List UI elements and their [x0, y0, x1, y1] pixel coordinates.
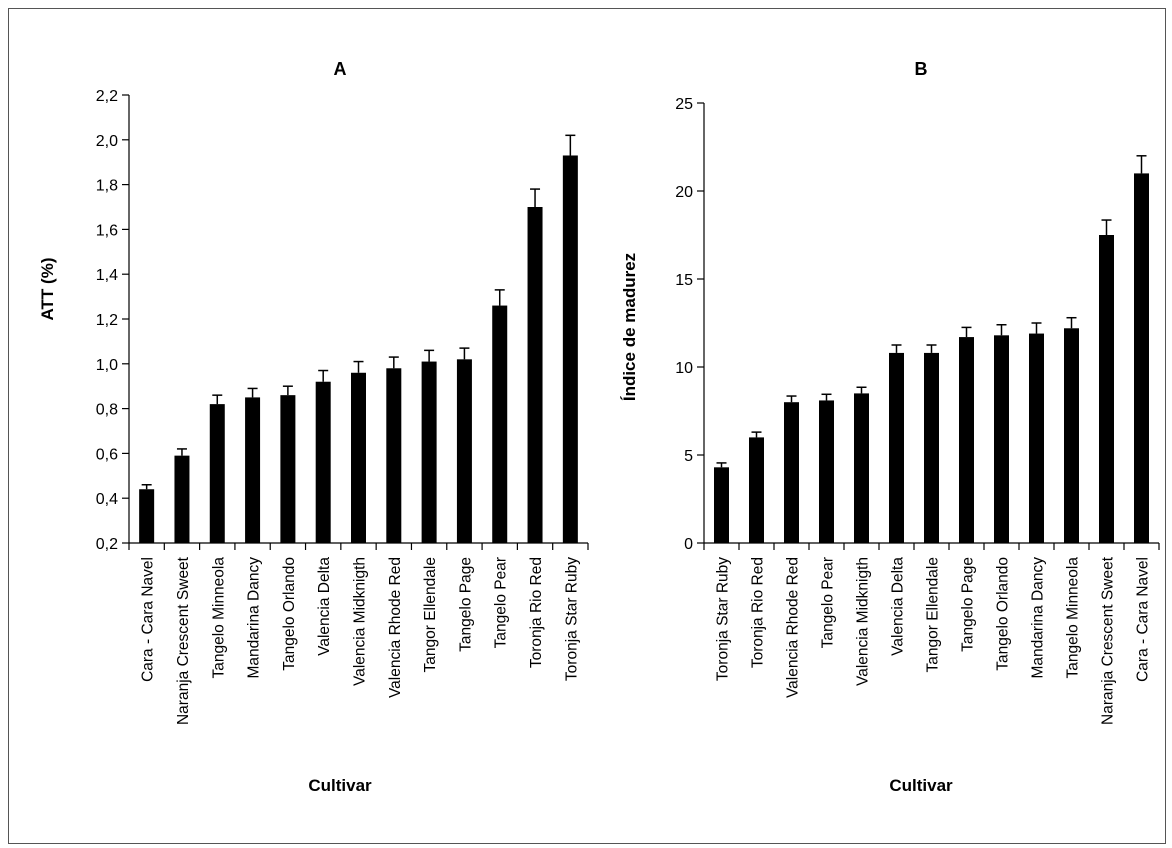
chart-b-category-label: Valencia Rhode Red — [785, 557, 802, 698]
chart-b-category-label: Tangelo Pear — [820, 557, 837, 648]
chart-a-title: A — [334, 59, 347, 79]
chart-a-category-label: Valencia Rhode Red — [387, 557, 404, 698]
chart-b-category-label: Tangor Ellendale — [925, 557, 942, 672]
chart-b-y-tick-label: 20 — [675, 184, 693, 201]
chart-a-category-label: Naranja Crescent Sweet — [175, 556, 192, 725]
chart-b-category-label: Valencia Delta — [890, 557, 907, 656]
chart-b: B Índice de madurez Cultivar 0 5 10 15 20 25 T… — [620, 59, 1160, 795]
chart-a-bar — [492, 305, 508, 543]
chart-a-category-label: Cara - Cara Navel — [140, 557, 157, 682]
chart-a-bar — [562, 155, 578, 544]
chart-b-category-label: Naranja Crescent Sweet — [1100, 556, 1117, 725]
chart-a-category-label: Toronja Star Ruby — [563, 557, 580, 681]
chart-a-bar — [456, 359, 472, 543]
chart-b-bar — [1099, 235, 1114, 543]
chart-a-category-label: Valencia Delta — [316, 557, 333, 656]
chart-a-y-tick-label: 1,6 — [96, 222, 118, 239]
chart-b-bar — [749, 437, 764, 543]
chart-b-title: B — [915, 59, 928, 79]
chart-a-category-label: Tangelo Orlando — [281, 557, 298, 671]
chart-b-y-tick-label: 15 — [675, 272, 693, 289]
chart-b-bar — [889, 352, 904, 543]
chart-b-category-label: Tangelo Minneola — [1065, 557, 1082, 679]
chart-b-y-tick-label: 5 — [684, 448, 693, 465]
chart-a-y-tick-label: 0,6 — [96, 446, 118, 463]
chart-b-category-label: Tangelo Orlando — [995, 557, 1012, 671]
chart-a: A ATT (%) Cultivar 0,2 0,4 0,6 0,8 1,0 1,2 1,4… — [38, 59, 589, 795]
chart-a-category-label: Tangelo Pear — [493, 557, 510, 648]
chart-a-bar — [280, 395, 296, 543]
chart-b-bar — [924, 352, 939, 543]
chart-a-bar — [386, 368, 402, 543]
chart-b-bar — [1134, 173, 1149, 543]
chart-b-bar — [854, 393, 869, 543]
chart-a-category-label: Valencia Midknigth — [352, 557, 369, 686]
chart-a-bar — [527, 207, 543, 543]
chart-b-y-tick-label: 10 — [675, 360, 693, 377]
chart-b-bar — [714, 467, 729, 543]
chart-a-bar — [315, 381, 331, 543]
chart-a-category-label: Mandarina Dancy — [246, 557, 263, 679]
figure-frame: A ATT (%) Cultivar 0,2 0,4 0,6 0,8 1,0 1,2 1,4… — [8, 8, 1166, 844]
chart-a-y-tick-label: 2,2 — [96, 88, 118, 105]
chart-b-x-axis-title: Cultivar — [889, 776, 953, 795]
chart-b-category-label: Valencia Midknigth — [855, 557, 872, 686]
chart-b-y-axis-title: Índice de madurez — [620, 253, 639, 401]
chart-a-category-label: Tangelo Page — [457, 557, 474, 652]
chart-a-bar — [351, 372, 366, 543]
chart-b-category-label: Cara - Cara Navel — [1135, 557, 1152, 682]
chart-canvas: A ATT (%) Cultivar 0,2 0,4 0,6 0,8 1,0 1,2 1,4… — [38, 59, 1160, 795]
chart-a-bar — [139, 489, 155, 543]
chart-a-bar — [421, 361, 437, 543]
chart-b-y-tick-label: 0 — [684, 536, 693, 553]
chart-a-bar — [209, 404, 225, 543]
chart-b-category-label: Mandarina Dancy — [1030, 557, 1047, 679]
chart-b-category-label: Tangelo Page — [960, 557, 977, 652]
chart-a-y-axis-title: ATT (%) — [38, 258, 57, 321]
chart-b-bar — [1064, 328, 1079, 543]
chart-a-y-tick-label: 0,8 — [96, 402, 118, 419]
chart-a-y-tick-label: 1,0 — [96, 357, 118, 374]
chart-b-bar — [784, 402, 799, 543]
chart-b-bar — [959, 337, 974, 543]
chart-a-category-label: Tangor Ellendale — [422, 557, 439, 672]
chart-a-y-tick-label: 1,8 — [96, 178, 118, 195]
chart-a-category-label: Tangelo Minneola — [210, 557, 227, 679]
chart-a-x-axis-title: Cultivar — [308, 776, 372, 795]
chart-a-y-tick-label: 0,2 — [96, 536, 118, 553]
chart-a-bar — [174, 455, 190, 543]
chart-b-bar — [819, 400, 834, 543]
chart-b-bar — [994, 335, 1009, 543]
chart-b-bar — [1029, 333, 1044, 543]
chart-a-y-tick-label: 1,2 — [96, 312, 118, 329]
chart-a-y-tick-label: 2,0 — [96, 133, 118, 150]
chart-a-category-label: Toronja Rio Red — [528, 557, 545, 668]
chart-a-bar — [245, 397, 261, 543]
chart-a-y-tick-label: 0,4 — [96, 491, 118, 508]
chart-b-category-label: Toronja Star Ruby — [715, 557, 732, 681]
chart-b-category-label: Toronja Rio Red — [750, 557, 767, 668]
chart-a-y-tick-label: 1,4 — [96, 267, 118, 284]
chart-b-y-tick-label: 25 — [675, 96, 693, 113]
